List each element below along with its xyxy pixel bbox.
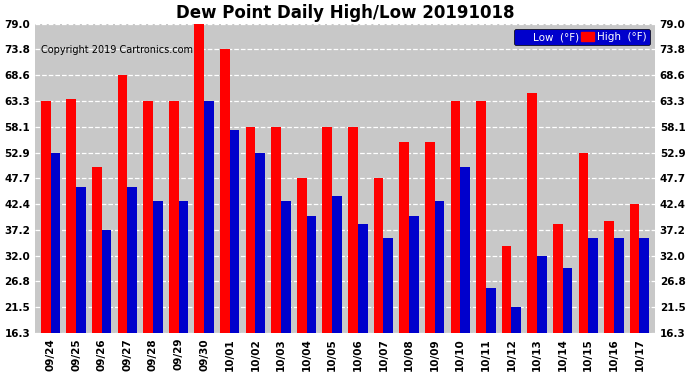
Bar	[604, 221, 614, 333]
Bar	[562, 268, 573, 333]
Bar	[374, 178, 384, 333]
Bar	[169, 101, 179, 333]
Title: Dew Point Daily High/Low 20191018: Dew Point Daily High/Low 20191018	[176, 4, 514, 22]
Bar	[128, 186, 137, 333]
Bar	[589, 238, 598, 333]
Bar	[553, 224, 562, 333]
Bar	[348, 127, 358, 333]
Text: Copyright 2019 Cartronics.com: Copyright 2019 Cartronics.com	[41, 45, 193, 56]
Bar	[195, 24, 204, 333]
Bar	[92, 167, 101, 333]
Bar	[220, 50, 230, 333]
Bar	[306, 216, 316, 333]
Bar	[640, 238, 649, 333]
Bar	[246, 127, 255, 333]
Bar	[230, 130, 239, 333]
Bar	[511, 308, 521, 333]
Bar	[66, 99, 76, 333]
Bar	[117, 75, 128, 333]
Bar	[425, 142, 435, 333]
Bar	[460, 167, 470, 333]
Bar	[76, 186, 86, 333]
Bar	[179, 201, 188, 333]
Bar	[537, 256, 546, 333]
Bar	[271, 127, 281, 333]
Bar	[332, 196, 342, 333]
Bar	[527, 93, 537, 333]
Bar	[281, 201, 290, 333]
Bar	[435, 201, 444, 333]
Bar	[614, 238, 624, 333]
Legend: Low  (°F), High  (°F): Low (°F), High (°F)	[514, 29, 650, 45]
Bar	[204, 101, 214, 333]
Bar	[486, 288, 495, 333]
Bar	[578, 153, 589, 333]
Bar	[50, 153, 60, 333]
Bar	[322, 127, 332, 333]
Bar	[384, 238, 393, 333]
Bar	[255, 153, 265, 333]
Bar	[153, 201, 163, 333]
Bar	[502, 246, 511, 333]
Bar	[400, 142, 409, 333]
Bar	[409, 216, 419, 333]
Bar	[476, 101, 486, 333]
Bar	[297, 178, 306, 333]
Bar	[144, 101, 153, 333]
Bar	[451, 101, 460, 333]
Bar	[358, 224, 368, 333]
Bar	[630, 204, 640, 333]
Bar	[101, 230, 112, 333]
Bar	[41, 101, 50, 333]
